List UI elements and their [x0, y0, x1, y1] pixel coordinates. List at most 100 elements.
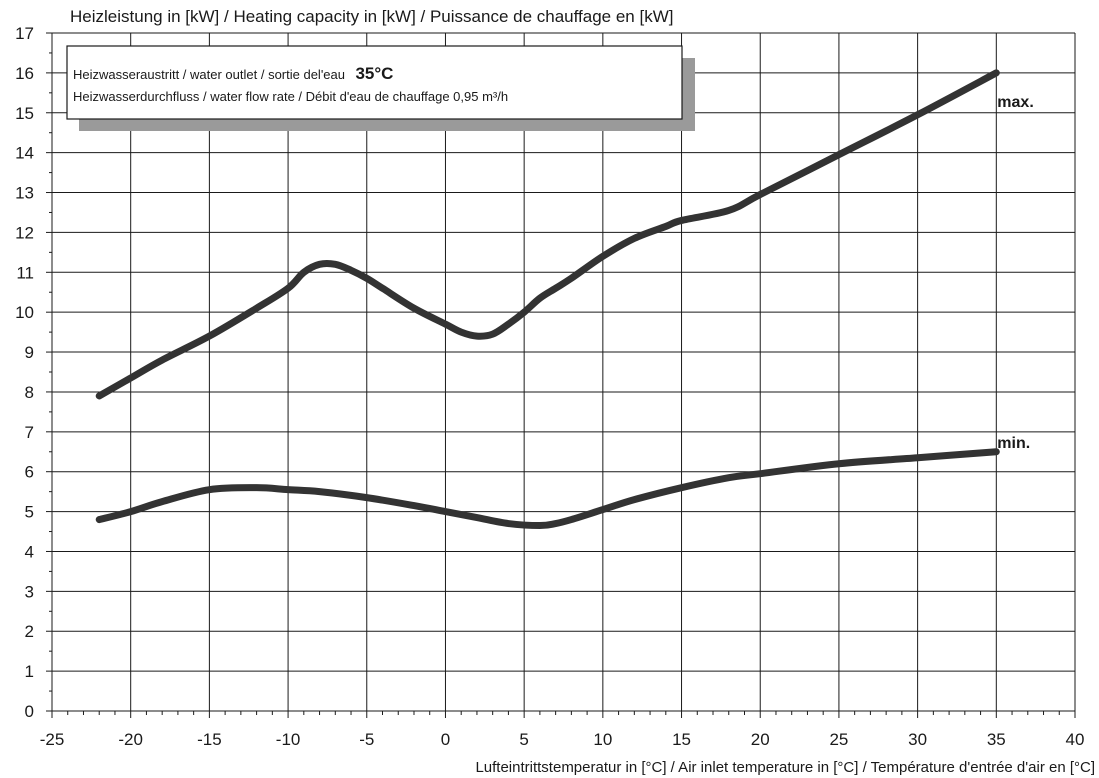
y-tick-label: 11 — [16, 263, 34, 282]
series-layer — [95, 69, 1000, 530]
data-point — [130, 377, 131, 378]
data-point — [461, 332, 462, 333]
data-point — [996, 72, 997, 73]
y-tick-label: 16 — [15, 64, 34, 83]
data-point — [366, 497, 367, 498]
data-point — [492, 334, 493, 335]
data-point — [445, 511, 446, 512]
legend-line-1-text: Heizwasseraustritt / water outlet / sort… — [73, 67, 345, 82]
data-point — [728, 477, 729, 478]
y-tick-label: 0 — [25, 702, 34, 721]
data-point — [162, 360, 163, 361]
x-tick-label: 10 — [593, 730, 612, 749]
chart-title: Heizleistung in [kW] / Heating capacity … — [70, 7, 673, 26]
data-point — [634, 238, 635, 239]
data-point — [476, 517, 477, 518]
y-tick-label: 15 — [15, 104, 34, 123]
data-point — [539, 298, 540, 299]
data-point — [366, 278, 367, 279]
x-tick-label: -10 — [276, 730, 301, 749]
series-label-min: min. — [997, 435, 1030, 452]
data-point — [571, 519, 572, 520]
x-tick-labels: -25 -20 -15 -10 -5 0 5 10 15 20 25 30 35 40 — [40, 730, 1085, 749]
data-point — [319, 491, 320, 492]
x-tick-label: 35 — [987, 730, 1006, 749]
x-axis-label: Lufteintrittstemperatur in [°C] / Air in… — [475, 759, 1095, 776]
y-tick-label: 7 — [25, 423, 34, 442]
data-point — [602, 256, 603, 257]
data-point — [413, 505, 414, 506]
data-point — [209, 489, 210, 490]
y-tick-label: 4 — [25, 542, 34, 561]
data-point — [209, 336, 210, 337]
data-point — [351, 270, 352, 271]
series-line-min — [95, 448, 1000, 530]
series-label-max: max. — [997, 94, 1033, 111]
x-tick-label: 5 — [519, 730, 528, 749]
data-point — [335, 264, 336, 265]
data-point — [476, 336, 477, 337]
minor-ticks — [46, 32, 1076, 718]
data-point — [665, 226, 666, 227]
y-tick-label: 8 — [25, 383, 34, 402]
legend-frame — [66, 45, 683, 120]
y-tick-label: 13 — [15, 184, 34, 203]
data-point — [571, 278, 572, 279]
data-point — [319, 264, 320, 265]
data-point — [303, 272, 304, 273]
data-point — [382, 288, 383, 289]
legend-box: Heizwasseraustritt / water outlet / sort… — [66, 45, 695, 131]
data-point — [288, 489, 289, 490]
grid — [51, 32, 1076, 712]
data-point — [288, 288, 289, 289]
x-tick-label: 15 — [672, 730, 691, 749]
x-tick-label: 25 — [829, 730, 848, 749]
data-point — [838, 463, 839, 464]
x-tick-label: -20 — [118, 730, 143, 749]
data-point — [681, 487, 682, 488]
data-point — [917, 114, 918, 115]
data-point — [445, 324, 446, 325]
data-point — [508, 324, 509, 325]
data-point — [539, 525, 540, 526]
y-tick-label: 17 — [15, 24, 34, 43]
data-point — [555, 288, 556, 289]
data-point — [728, 210, 729, 211]
y-tick-label: 12 — [15, 223, 34, 242]
x-tick-label: -25 — [40, 730, 65, 749]
y-tick-label: 6 — [25, 463, 34, 482]
data-point — [162, 501, 163, 502]
y-tick-label: 1 — [25, 662, 34, 681]
x-tick-label: 30 — [908, 730, 927, 749]
data-point — [602, 509, 603, 510]
y-tick-label: 10 — [15, 303, 34, 322]
legend-line-1: Heizwasseraustritt / water outlet / sort… — [73, 64, 393, 83]
y-tick-label: 3 — [25, 582, 34, 601]
series-line-max — [95, 69, 1000, 400]
x-tick-label: -15 — [197, 730, 222, 749]
y-tick-label: 5 — [25, 503, 34, 522]
y-tick-label: 2 — [25, 622, 34, 641]
data-point — [130, 511, 131, 512]
legend-line-1-value: 35°C — [355, 64, 393, 83]
x-tick-label: 0 — [441, 730, 450, 749]
data-point — [413, 308, 414, 309]
data-point — [99, 395, 100, 396]
data-point — [524, 312, 525, 313]
data-point — [256, 487, 257, 488]
data-point — [634, 499, 635, 500]
data-point — [760, 194, 761, 195]
data-point — [681, 220, 682, 221]
series-labels: max. min. — [997, 94, 1033, 452]
data-point — [917, 457, 918, 458]
data-point — [760, 473, 761, 474]
data-point — [555, 523, 556, 524]
data-point — [256, 308, 257, 309]
x-tick-label: -5 — [359, 730, 374, 749]
x-tick-label: 20 — [751, 730, 770, 749]
data-point — [838, 154, 839, 155]
y-tick-label: 14 — [15, 144, 34, 163]
data-point — [99, 519, 100, 520]
